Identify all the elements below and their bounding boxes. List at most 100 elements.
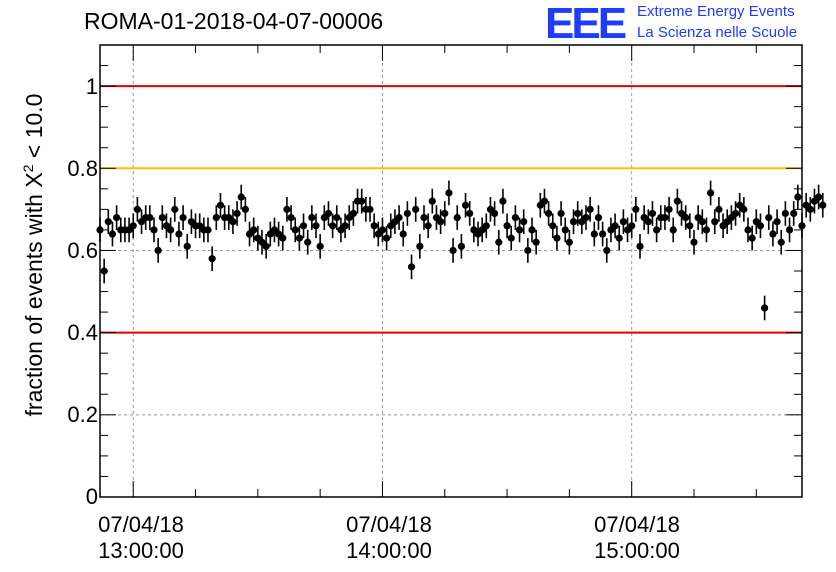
data-point [449,246,457,255]
data-point [179,213,187,222]
data-point [416,242,424,250]
data-point [216,201,225,209]
data-point [241,205,249,213]
data-point [590,230,598,238]
data-point [632,205,640,213]
data-point [324,209,333,218]
data-point [104,218,112,226]
data-point [208,255,216,263]
x-tick-time: 13:00:00 [98,538,184,563]
data-point [461,201,470,209]
data-point [358,197,366,205]
data-point [511,213,519,222]
grid-lines [100,45,802,497]
data-point [229,218,237,226]
data-point [661,213,669,222]
data-point [715,205,723,213]
data-point [312,222,320,230]
data-point [108,230,117,238]
data-points [96,180,827,321]
data-point [333,213,341,222]
data-point [553,234,561,242]
data-point [761,304,769,312]
data-point [146,213,154,222]
data-point [383,234,391,242]
data-point [769,230,777,238]
data-point [287,213,295,222]
y-tick-label: 0.8 [67,156,98,181]
data-point [291,226,299,234]
data-point [154,246,162,255]
data-point [395,213,403,222]
y-tick-label: 0.4 [67,320,98,345]
data-point [673,197,681,205]
data-point [790,209,798,218]
data-point [491,209,499,218]
x-tick-time: 15:00:00 [594,538,680,563]
data-point [420,213,428,222]
x-tick-label: 07/04/18 13:00:00 [98,512,184,564]
data-point [237,193,245,201]
data-point [507,234,515,242]
x-tick-label: 07/04/18 14:00:00 [346,512,432,564]
data-point [437,218,445,226]
data-point [815,193,823,201]
data-point [785,226,794,234]
data-point [503,222,511,230]
data-point [806,205,814,213]
data-point [295,234,303,242]
data-point [648,209,657,218]
data-point [574,209,582,218]
data-point [540,197,549,205]
data-point [175,230,183,238]
data-point [603,246,611,255]
reference-lines [100,85,802,334]
y-axis-label-prefix: fraction of events with X [20,172,47,417]
data-point [212,213,220,222]
data-point [171,205,179,213]
data-point [167,226,175,234]
data-point [308,213,316,222]
y-tick-label: 0.2 [67,402,98,427]
data-point [428,197,436,205]
data-point [304,238,312,246]
data-point [316,242,324,250]
data-point [594,213,603,222]
data-point [482,222,490,230]
data-point [341,222,349,230]
logo-line-2: La Scienza nelle Scuole [637,24,798,41]
data-point [407,263,416,271]
data-point [582,213,590,222]
eee-logo: EEE [545,0,627,48]
data-point [794,193,802,201]
data-point [756,222,765,230]
data-point [586,205,594,213]
data-point [686,222,694,230]
data-point [113,213,121,222]
y-tick-label: 0 [85,484,98,509]
data-point [669,226,677,234]
data-point [628,222,636,230]
data-point [520,218,528,226]
data-point [549,222,557,230]
data-point [711,218,719,226]
axes [99,44,803,498]
data-point [615,234,623,242]
data-point [702,226,711,234]
data-point [781,209,789,218]
data-point [545,209,553,218]
chart-title: ROMA-01-2018-04-07-00006 [84,8,384,34]
data-point [366,205,374,213]
plot-frame [99,44,803,498]
data-point [499,197,507,205]
data-point [378,226,387,234]
data-point [636,242,644,250]
data-point [445,189,453,197]
data-point [457,242,465,250]
data-point [495,238,503,246]
data-point [233,209,241,218]
data-point [748,234,756,242]
data-point [565,238,573,246]
data-point [611,222,619,230]
data-point [740,205,748,213]
